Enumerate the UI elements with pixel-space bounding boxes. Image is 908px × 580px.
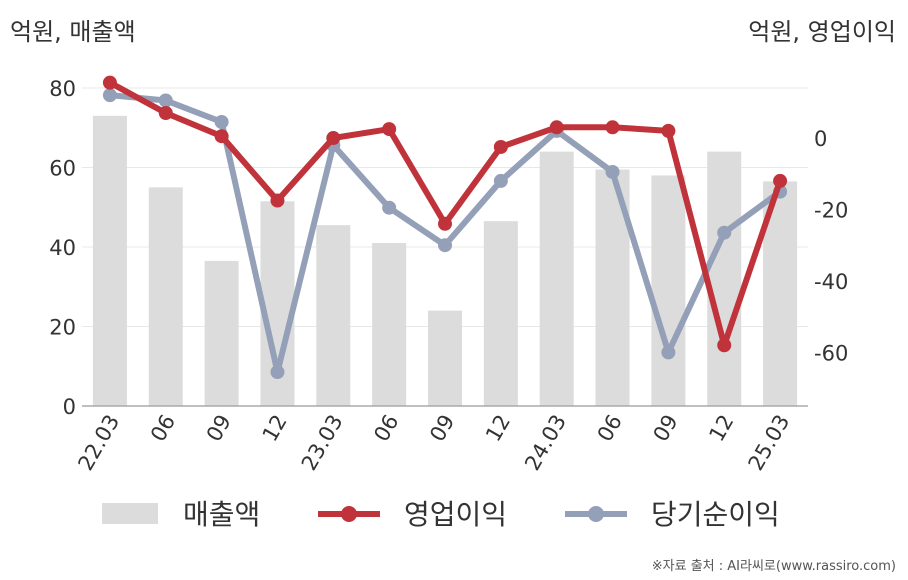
series-point <box>270 193 285 208</box>
series-point <box>661 345 676 360</box>
legend-swatch-revenue <box>102 503 158 524</box>
series-point <box>214 129 229 144</box>
series-point <box>605 164 620 179</box>
left-axis-unit-label: 억원, 매출액 <box>10 18 136 46</box>
left-tick-label: 0 <box>63 395 76 419</box>
right-axis-ticks: 0 -20 -40 -60 <box>814 127 848 365</box>
x-axis-ticks: 22.03 06 09 12 23.03 06 09 12 24.03 06 09 12 25.03 <box>73 411 794 475</box>
revenue-bar <box>651 175 686 406</box>
right-tick-label: 0 <box>814 127 827 151</box>
revenue-bar <box>92 115 127 406</box>
x-tick-label: 06 <box>593 411 627 446</box>
series-point <box>382 200 397 215</box>
x-tick-label: 06 <box>369 411 403 446</box>
series-point <box>158 93 173 108</box>
series-point <box>438 238 452 253</box>
revenue-bar <box>316 225 351 406</box>
series-point <box>214 114 229 129</box>
revenue-bar <box>372 243 407 406</box>
series-point <box>605 120 620 135</box>
x-tick-label: 12 <box>258 411 292 446</box>
series-point <box>382 122 397 137</box>
series-point <box>326 131 341 146</box>
series-point <box>493 139 508 154</box>
revenue-bar <box>483 221 518 406</box>
series-point <box>270 365 285 380</box>
legend-label-net-income: 당기순이익 <box>651 498 780 531</box>
revenue-bar <box>428 310 462 406</box>
revenue-bar <box>204 260 239 406</box>
series-point <box>102 75 117 90</box>
source-note: ※자료 출처 : AI라씨로(www.rassiro.com) <box>651 559 896 574</box>
legend-marker-net-income <box>588 506 604 522</box>
left-tick-label: 40 <box>49 236 76 260</box>
x-tick-label: 09 <box>649 411 683 446</box>
series-point <box>717 338 732 353</box>
x-tick-label: 12 <box>481 411 515 446</box>
x-tick-label: 25.03 <box>744 411 795 475</box>
series-point <box>493 173 508 188</box>
revenue-bar <box>539 151 574 406</box>
revenue-bar <box>707 151 742 406</box>
left-tick-label: 60 <box>49 157 76 181</box>
x-tick-label: 22.03 <box>73 411 124 475</box>
x-tick-label: 09 <box>202 411 236 446</box>
income-lines <box>102 75 788 380</box>
series-point <box>158 106 173 121</box>
x-tick-label: 12 <box>704 411 738 446</box>
left-axis-ticks: 0 20 40 60 80 <box>49 77 76 419</box>
x-tick-label: 06 <box>146 411 180 446</box>
x-tick-label: 24.03 <box>520 411 571 475</box>
legend-label-op-income: 영업이익 <box>404 498 507 531</box>
right-tick-label: -20 <box>814 198 848 222</box>
left-tick-label: 20 <box>49 316 76 340</box>
revenue-bar <box>148 187 183 406</box>
series-point <box>102 88 117 103</box>
series-point <box>717 225 732 240</box>
right-tick-label: -60 <box>814 341 848 365</box>
series-point <box>438 216 452 231</box>
x-tick-label: 23.03 <box>297 411 348 475</box>
series-point <box>773 173 788 188</box>
x-tick-label: 09 <box>425 411 459 446</box>
chart-legend: 매출액 영업이익 당기순이익 <box>102 498 780 531</box>
left-tick-label: 80 <box>49 77 76 101</box>
series-point <box>549 120 564 135</box>
series-point <box>661 123 676 138</box>
revenue-bars <box>92 115 798 406</box>
legend-label-revenue: 매출액 <box>183 498 260 531</box>
legend-marker-op-income <box>341 506 357 522</box>
right-axis-unit-label: 억원, 영업이익 <box>748 18 896 46</box>
right-tick-label: -40 <box>814 270 848 294</box>
